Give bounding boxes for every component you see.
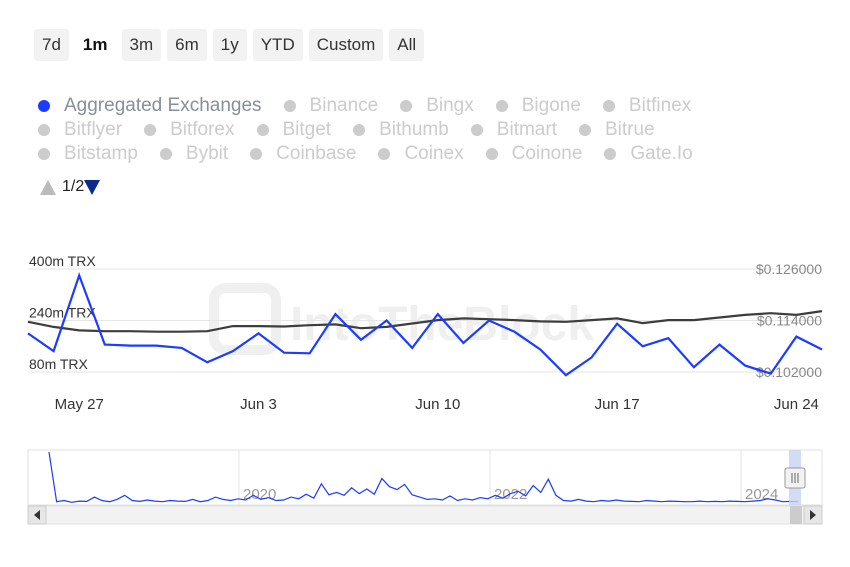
legend-label: Coinone	[511, 143, 583, 164]
y-right-tick-label: $0.126000	[756, 261, 822, 277]
legend-label: Bitget	[282, 119, 332, 140]
legend-label: Bybit	[185, 143, 229, 164]
legend-item-binance[interactable]: Binance	[283, 95, 379, 117]
range-button-all[interactable]: All	[389, 29, 425, 61]
range-button-7d[interactable]: 7d	[34, 29, 69, 61]
legend-dot-icon	[578, 124, 591, 136]
pager-down-arrow-icon[interactable]	[84, 179, 101, 195]
scroll-right-arrow-icon	[810, 510, 816, 520]
legend-dot-icon	[378, 148, 391, 160]
watermark-logo-icon	[209, 283, 281, 355]
legend-item-bitflyer[interactable]: Bitflyer	[38, 119, 122, 141]
legend-label: Gate.Io	[630, 143, 693, 164]
y-left-tick-label: 80m TRX	[29, 356, 89, 372]
volume-series-line	[27, 272, 823, 377]
range-selector: 7d 1m 3m 6m 1y YTD Custom All	[34, 29, 425, 61]
legend-item-coinbase[interactable]: Coinbase	[250, 143, 356, 165]
y-right-tick-label: $0.114000	[757, 313, 822, 329]
legend-item-bigone[interactable]: Bigone	[495, 95, 581, 117]
x-tick-label: Jun 17	[595, 396, 640, 413]
legend-dot-icon	[495, 100, 508, 112]
x-tick-label: Jun 10	[415, 396, 460, 413]
range-button-custom[interactable]: Custom	[308, 29, 384, 61]
legend-item-bitmart[interactable]: Bitmart	[470, 119, 557, 141]
legend-item-bithumb[interactable]: Bithumb	[353, 119, 449, 141]
navigator-year-label: 2020	[243, 486, 276, 503]
legend-dot-icon	[604, 148, 617, 160]
y-right-tick-label: $0.102000	[756, 364, 822, 380]
legend-dot-icon	[144, 124, 157, 136]
pager-label: 1/2	[62, 178, 85, 195]
legend-dot-icon	[353, 124, 366, 136]
legend-item-aggregated-exchanges[interactable]: Aggregated Exchanges	[38, 95, 262, 117]
legend-label: Bigone	[521, 95, 581, 116]
legend-item-bingx[interactable]: Bingx	[400, 95, 474, 117]
scrollbar-thumb[interactable]	[790, 506, 802, 524]
range-button-6m[interactable]: 6m	[167, 29, 207, 61]
legend-dot-icon	[38, 148, 50, 160]
legend-label: Aggregated Exchanges	[64, 95, 262, 116]
legend-label: Bithumb	[379, 119, 449, 140]
range-button-1y[interactable]: 1y	[212, 29, 247, 61]
range-button-ytd[interactable]: YTD	[252, 29, 303, 61]
navigator: 2020 2022 2024	[27, 449, 823, 525]
legend-dot-icon	[38, 100, 50, 112]
legend-dot-icon	[38, 124, 50, 136]
legend-row: Aggregated Exchanges Binance Bingx Bigone Bi…	[38, 94, 828, 118]
legend-dot-icon	[602, 100, 615, 112]
legend-item-gate-io[interactable]: Gate.Io	[604, 143, 693, 165]
legend-dot-icon	[250, 148, 263, 160]
legend-pager: 1/2	[40, 178, 101, 196]
legend-row: Bitflyer Bitforex Bitget Bithumb Bitmart Bitr…	[38, 118, 828, 142]
x-tick-label: Jun 3	[240, 396, 277, 413]
legend-item-bybit[interactable]: Bybit	[159, 143, 229, 165]
legend-item-bitfinex[interactable]: Bitfinex	[602, 95, 692, 117]
legend-label: Bitstamp	[64, 143, 138, 164]
legend-dot-icon	[470, 124, 483, 136]
pager-up-arrow-icon[interactable]	[40, 179, 56, 195]
legend-dot-icon	[256, 124, 269, 136]
legend-label: Bitmart	[496, 119, 557, 140]
legend-item-bitstamp[interactable]: Bitstamp	[38, 143, 138, 165]
legend-label: Coinex	[404, 143, 464, 164]
legend-item-bitget[interactable]: Bitget	[256, 119, 332, 141]
legend-label: Bitrue	[604, 119, 655, 140]
legend-item-coinex[interactable]: Coinex	[378, 143, 464, 165]
navigator-series-line	[48, 451, 799, 503]
legend-item-bitrue[interactable]: Bitrue	[578, 119, 655, 141]
navigator-frame	[27, 449, 823, 506]
legend-dot-icon	[485, 148, 498, 160]
range-button-1m[interactable]: 1m	[74, 29, 116, 61]
price-series-line	[27, 310, 823, 333]
legend-label: Bitforex	[170, 119, 235, 140]
scrollbar-track[interactable]	[27, 505, 823, 525]
legend-label: Coinbase	[276, 143, 357, 164]
legend: Aggregated Exchanges Binance Bingx Bigone Bi…	[38, 94, 828, 166]
right-axis: $0.126000 $0.114000 $0.102000	[756, 261, 822, 380]
legend-label: Binance	[309, 95, 379, 116]
legend-label: Bitflyer	[64, 119, 123, 140]
legend-dot-icon	[283, 100, 296, 112]
legend-label: Bingx	[426, 95, 474, 116]
y-left-tick-label: 400m TRX	[29, 253, 96, 269]
legend-row: Bitstamp Bybit Coinbase Coinex Coinone Gate.I…	[38, 142, 828, 166]
legend-item-coinone[interactable]: Coinone	[485, 143, 583, 165]
navigator-year-label: 2022	[494, 486, 527, 503]
grid	[28, 268, 822, 373]
legend-dot-icon	[400, 100, 413, 112]
legend-dot-icon	[159, 148, 172, 160]
x-axis: May 27 Jun 3 Jun 10 Jun 17 Jun 24	[55, 396, 819, 413]
navigator-grid	[238, 450, 742, 505]
left-axis: 400m TRX 240m TRX 80m TRX	[29, 253, 96, 372]
range-button-3m[interactable]: 3m	[121, 29, 162, 61]
x-tick-label: Jun 24	[774, 396, 819, 413]
legend-item-bitforex[interactable]: Bitforex	[144, 119, 235, 141]
y-left-tick-label: 240m TRX	[29, 305, 96, 321]
scroll-left-arrow-icon	[34, 510, 40, 520]
x-tick-label: May 27	[55, 396, 104, 413]
legend-label: Bitfinex	[628, 95, 692, 116]
